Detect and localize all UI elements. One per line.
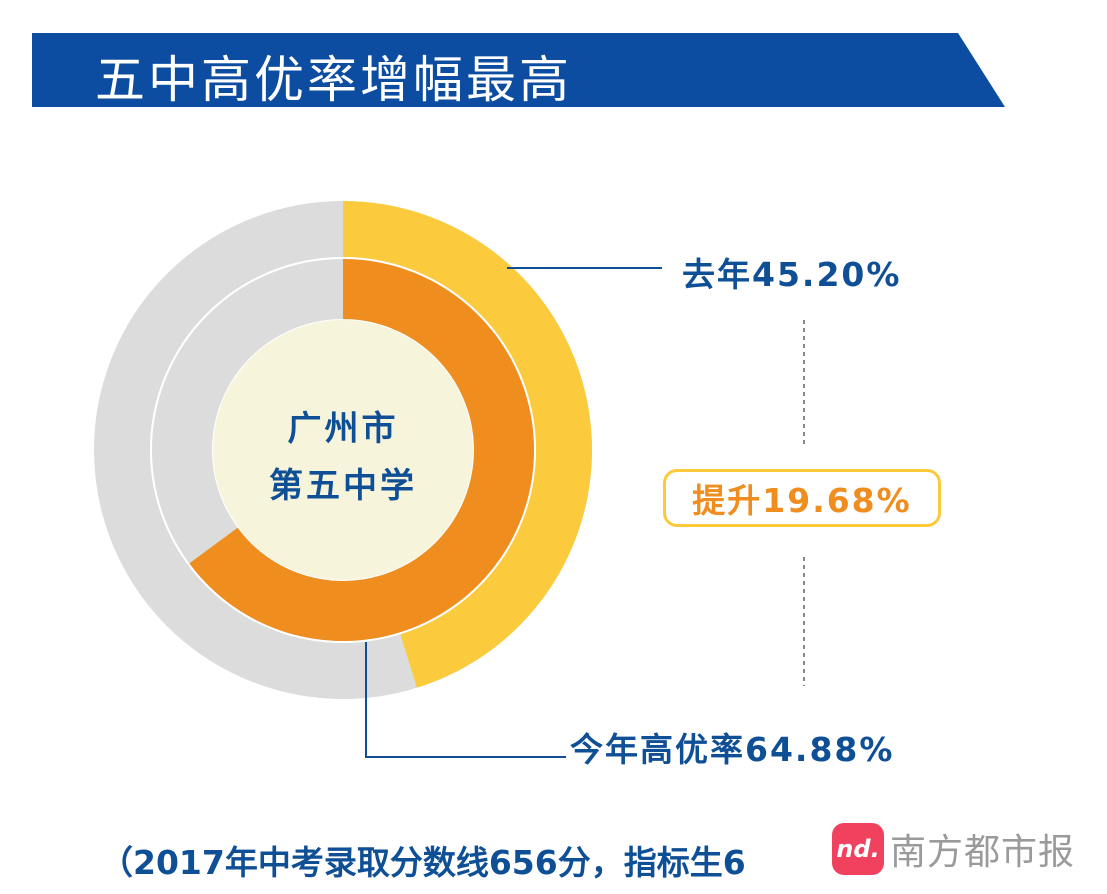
title-banner [32,33,1005,107]
page-title: 五中高优率增幅最高 [95,51,572,109]
center-label-school: 第五中学 [269,466,417,506]
watermark-text: 南方都市报 [890,832,1076,873]
outer-ring-value-arc [343,201,593,688]
center-label-city: 广州市 [287,409,399,449]
inner-ring-value-arc [189,259,535,641]
increase-badge: 提升19.68% [663,469,941,527]
watermark: nd. 南方都市报 [832,823,1075,875]
this-year-rate-label: 今年高优率64.88% [570,730,895,769]
footer-note: （2017年中考录取分数线656分，指标生6 [100,843,746,882]
newspaper-logo-icon: nd. [832,823,884,875]
last-year-rate-label: 去年45.20% [682,255,902,294]
this-year-leader-line [365,642,566,758]
center-disk [213,320,473,580]
